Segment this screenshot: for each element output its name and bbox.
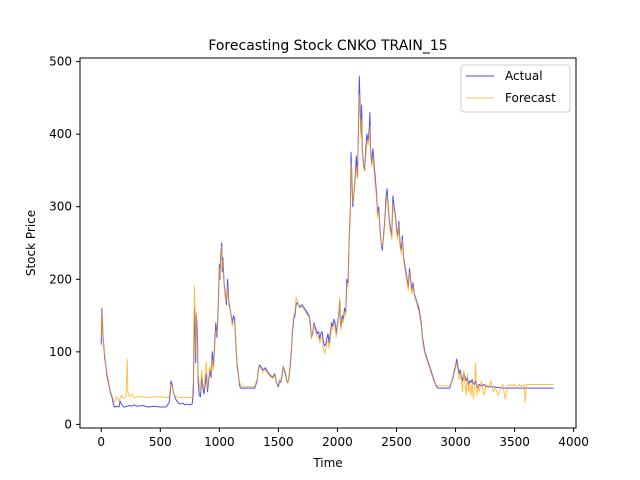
plot-area <box>100 75 554 408</box>
y-tick-label: 400 <box>49 127 72 141</box>
y-axis: 0 100 200 300 400 500 <box>49 55 80 431</box>
y-tick-label: 500 <box>49 55 72 69</box>
legend-box <box>460 64 571 113</box>
x-axis: 0 500 1000 1500 2000 2500 3000 3500 4000 <box>97 428 589 449</box>
x-tick-label: 4000 <box>558 435 589 449</box>
y-tick-label: 0 <box>64 417 72 431</box>
series-line-forecast <box>100 93 554 404</box>
x-tick-label: 1000 <box>204 435 235 449</box>
legend-label-forecast: Forecast <box>505 91 556 105</box>
chart-title: Forecasting Stock CNKO TRAIN_15 <box>208 38 447 54</box>
x-tick-label: 1500 <box>263 435 294 449</box>
y-tick-label: 300 <box>49 200 72 214</box>
y-tick-label: 100 <box>49 345 72 359</box>
y-tick-label: 200 <box>49 272 72 286</box>
y-axis-title: Stock Price <box>24 210 38 276</box>
x-tick-label: 2000 <box>322 435 353 449</box>
x-tick-label: 500 <box>149 435 172 449</box>
legend: Actual Forecast <box>460 64 571 113</box>
axes-frame <box>79 57 577 429</box>
x-tick-label: 3000 <box>440 435 471 449</box>
x-tick-label: 0 <box>97 435 105 449</box>
x-tick-label: 3500 <box>499 435 530 449</box>
x-axis-title: Time <box>312 456 342 470</box>
x-tick-label: 2500 <box>381 435 412 449</box>
legend-label-actual: Actual <box>505 69 543 83</box>
